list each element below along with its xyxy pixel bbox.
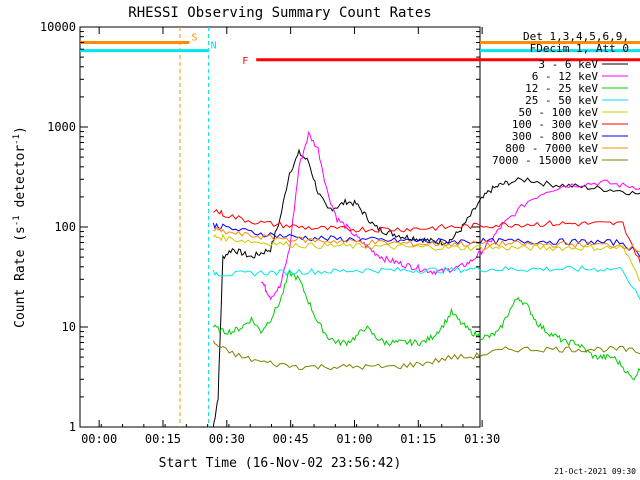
legend-label-7: 300 - 800 keV (512, 130, 598, 143)
y-tick-label-2: 10 (62, 320, 76, 334)
series-line-5 (212, 233, 640, 283)
legend-label-6: 100 - 300 keV (512, 118, 598, 131)
orbit-flag-label-2: N (211, 41, 217, 52)
x-tick-label-3: 00:30 (209, 432, 245, 446)
y-tick-label-3: 100 (54, 220, 76, 234)
legend-label-3: 12 - 25 keV (525, 82, 598, 95)
series-line-4 (212, 265, 640, 301)
flare-flag-label: F (242, 56, 248, 67)
y-axis-title: Count Rate (s-1 detector-1) (12, 126, 28, 328)
legend-label-4: 25 - 50 keV (525, 94, 598, 107)
legend-label-1: 3 - 6 keV (538, 58, 598, 71)
flag-layer: S N F (80, 27, 640, 427)
series-line-1 (212, 148, 640, 428)
x-tick-label-6: 01:15 (400, 432, 436, 446)
legend-label-2: 6 - 12 keV (532, 70, 599, 83)
legend-label-9: 7000 - 15000 keV (492, 154, 598, 167)
series-line-3 (212, 268, 640, 381)
plot-frame (79, 26, 481, 428)
legend-header-line-1: Det 1,3,4,5,6,9, (523, 30, 629, 43)
series-line-8 (213, 226, 640, 253)
footer-timestamp: 21-Oct-2021 09:30 (554, 467, 636, 476)
y-tick-label-1: 1 (69, 420, 76, 434)
legend-header-line-2: FDecim 1, Att 0 (530, 42, 629, 55)
x-axis-title: Start Time (16-Nov-02 23:56:42) (159, 456, 402, 471)
axis-layer: 00:00 00:15 00:30 00:45 01:00 01:15 01:30 1 10 10… (40, 20, 500, 446)
y-tick-label-4: 1000 (47, 120, 76, 134)
series-layer (212, 130, 640, 428)
x-tick-label-7: 01:30 (464, 432, 500, 446)
legend-label-5: 50 - 100 keV (519, 106, 599, 119)
orbit-flag-label-1: S (192, 32, 198, 43)
chart-title: RHESSI Observing Summary Count Rates (128, 5, 431, 21)
x-tick-label-4: 00:45 (273, 432, 309, 446)
x-tick-label-2: 00:15 (145, 432, 181, 446)
x-tick-label-5: 01:00 (336, 432, 372, 446)
series-line-9 (212, 340, 640, 371)
x-tick-label-1: 00:00 (81, 432, 117, 446)
series-line-2 (260, 130, 640, 301)
y-tick-label-5: 10000 (40, 20, 76, 34)
legend: Det 1,3,4,5,6,9, FDecim 1, Att 0 3 - 6 k… (492, 30, 629, 167)
series-line-6 (213, 208, 640, 265)
legend-label-8: 800 - 7000 keV (505, 142, 598, 155)
series-line-7 (212, 222, 640, 258)
